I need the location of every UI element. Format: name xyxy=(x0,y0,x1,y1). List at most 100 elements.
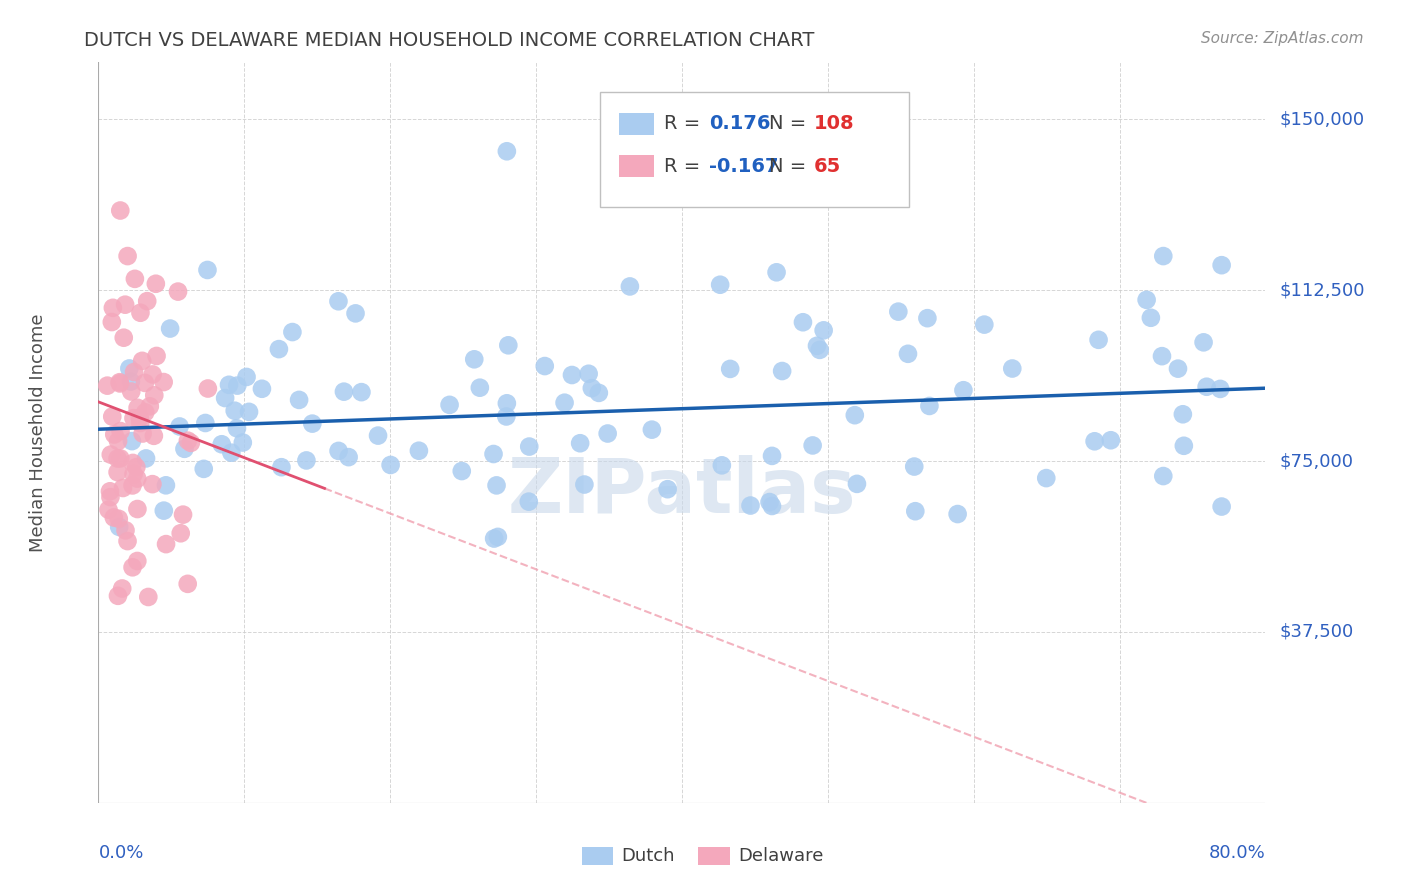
Point xyxy=(1152,249,1174,263)
Point xyxy=(135,451,157,466)
Point xyxy=(380,458,402,472)
Point xyxy=(114,298,136,312)
Point xyxy=(238,405,260,419)
Point xyxy=(134,405,156,419)
Text: ZIPatlas: ZIPatlas xyxy=(508,455,856,529)
Point xyxy=(574,477,596,491)
Point xyxy=(97,502,120,516)
Text: 0.0%: 0.0% xyxy=(98,844,143,862)
Point xyxy=(952,383,974,397)
Point xyxy=(740,499,762,513)
Point xyxy=(145,349,167,363)
Point xyxy=(344,306,367,320)
Point xyxy=(1150,349,1173,363)
Text: Dutch: Dutch xyxy=(621,847,675,865)
Point xyxy=(498,338,520,352)
Point xyxy=(107,434,129,448)
Point xyxy=(887,304,910,318)
Point xyxy=(111,582,134,596)
Point xyxy=(578,367,600,381)
Point xyxy=(110,424,132,438)
Point xyxy=(792,315,814,329)
Point xyxy=(117,534,139,549)
Point xyxy=(903,459,925,474)
Point xyxy=(657,482,679,496)
FancyBboxPatch shape xyxy=(619,155,654,178)
Point xyxy=(125,460,148,475)
Point xyxy=(131,354,153,368)
Point xyxy=(801,438,824,452)
Point xyxy=(301,417,323,431)
Point xyxy=(120,375,142,389)
Point xyxy=(232,435,254,450)
Point xyxy=(439,398,461,412)
Point xyxy=(194,416,217,430)
Text: $75,000: $75,000 xyxy=(1279,452,1354,470)
Point xyxy=(328,444,350,458)
Point xyxy=(173,442,195,456)
Point xyxy=(496,145,519,159)
Point xyxy=(129,416,152,430)
Point xyxy=(1136,293,1159,307)
Point xyxy=(281,325,304,339)
Point xyxy=(121,434,143,449)
Point xyxy=(1211,258,1233,272)
Point xyxy=(96,378,118,392)
Text: Median Household Income: Median Household Income xyxy=(28,313,46,552)
Point xyxy=(124,272,146,286)
Point xyxy=(846,476,869,491)
Point xyxy=(131,426,153,441)
Point xyxy=(108,376,131,391)
Point xyxy=(946,507,969,521)
Point xyxy=(904,504,927,518)
FancyBboxPatch shape xyxy=(699,847,730,865)
Point xyxy=(159,321,181,335)
Point xyxy=(170,526,193,541)
Point xyxy=(136,590,159,604)
Point xyxy=(917,311,939,326)
Text: 80.0%: 80.0% xyxy=(1209,844,1265,862)
Point xyxy=(221,445,243,459)
Point xyxy=(108,520,131,534)
Point xyxy=(596,426,619,441)
Point xyxy=(1195,380,1218,394)
Point xyxy=(486,530,509,544)
Point xyxy=(482,447,505,461)
Point xyxy=(485,478,508,492)
Point xyxy=(1140,310,1163,325)
Point xyxy=(107,465,129,479)
Point xyxy=(806,339,828,353)
Point xyxy=(107,589,129,603)
Point xyxy=(1209,382,1232,396)
Point xyxy=(918,399,941,413)
Text: N =: N = xyxy=(769,157,813,176)
Point xyxy=(761,499,783,513)
Point xyxy=(107,512,129,526)
Point xyxy=(267,342,290,356)
Point xyxy=(176,577,198,591)
Text: -0.167: -0.167 xyxy=(709,157,779,176)
Point xyxy=(295,453,318,467)
Point xyxy=(127,401,149,415)
Point xyxy=(1211,500,1233,514)
Text: Delaware: Delaware xyxy=(738,847,824,865)
Point xyxy=(112,331,135,345)
Point xyxy=(211,437,233,451)
Point xyxy=(122,365,145,379)
Point xyxy=(328,294,350,309)
Point xyxy=(533,359,555,373)
Point xyxy=(127,472,149,486)
Point xyxy=(139,399,162,413)
Point xyxy=(337,450,360,464)
Point xyxy=(761,449,783,463)
FancyBboxPatch shape xyxy=(582,847,613,865)
Point xyxy=(100,448,122,462)
Point xyxy=(450,464,472,478)
Point xyxy=(709,277,731,292)
Point xyxy=(127,502,149,516)
Point xyxy=(250,382,273,396)
Point xyxy=(100,490,122,504)
Point xyxy=(121,456,143,470)
Point xyxy=(134,376,156,390)
Point xyxy=(517,494,540,508)
